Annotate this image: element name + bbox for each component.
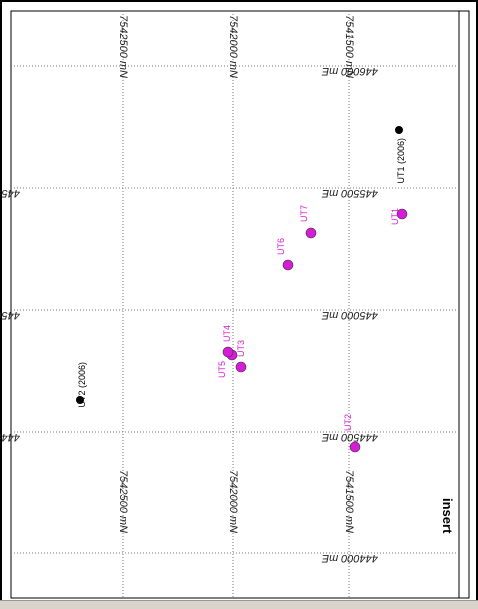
drill-hole-label: UT2 bbox=[343, 414, 353, 431]
drill-hole-label: UT6 bbox=[276, 238, 286, 255]
drill-hole-label: UT1 bbox=[390, 208, 400, 225]
drill-hole-label: UT1 (2006) bbox=[396, 138, 406, 184]
drill-hole-marker bbox=[235, 361, 247, 373]
easting-label-right: 444500 mE bbox=[321, 431, 378, 443]
easting-label-left: 445500 mE bbox=[0, 187, 20, 199]
drill-hole-label: UT2 (2006) bbox=[77, 362, 87, 408]
northing-label-bottom: 7542000 mN bbox=[227, 470, 239, 533]
grid-lines bbox=[11, 11, 459, 598]
drill-hole-marker bbox=[282, 259, 294, 271]
drill-hole-marker bbox=[305, 227, 317, 239]
drill-hole-marker bbox=[349, 441, 361, 453]
easting-label-left: 445000 mE bbox=[0, 309, 20, 321]
drill-hole-marker bbox=[396, 208, 408, 220]
drill-hole-label: UT4 bbox=[222, 325, 232, 342]
easting-label-right: 445500 mE bbox=[321, 187, 378, 199]
drill-hole-label: UT5 bbox=[217, 361, 227, 378]
drill-hole-marker bbox=[395, 126, 403, 134]
drill-hole-label: UT7 bbox=[299, 205, 309, 222]
drill-hole-marker bbox=[222, 346, 234, 358]
inner-border bbox=[10, 10, 470, 599]
northing-label-top: 7542500 mN bbox=[117, 15, 129, 78]
bottom-status-strip bbox=[0, 600, 478, 609]
northing-label-bottom: 7542500 mN bbox=[117, 470, 129, 533]
easting-label-left: 444500 mE bbox=[0, 431, 20, 443]
drill-hole-marker bbox=[76, 396, 84, 404]
easting-label-right: 446000 mE bbox=[321, 65, 378, 77]
drill-hole-points: UT1 (2006) UT2 (2006) UT1 UT2 UT3 UT4 UT5 UT6 UT… bbox=[76, 126, 408, 453]
northing-label-bottom: 7541500 mN bbox=[343, 470, 355, 533]
easting-label-right: 445000 mE bbox=[321, 309, 378, 321]
northing-label-top: 7541500 mN bbox=[343, 15, 355, 78]
drill-hole-label: UT3 bbox=[236, 340, 246, 357]
easting-label-right: 444000 mE bbox=[321, 552, 378, 564]
insert-label: insert bbox=[440, 498, 455, 534]
northing-label-top: 7542000 mN bbox=[227, 15, 239, 78]
